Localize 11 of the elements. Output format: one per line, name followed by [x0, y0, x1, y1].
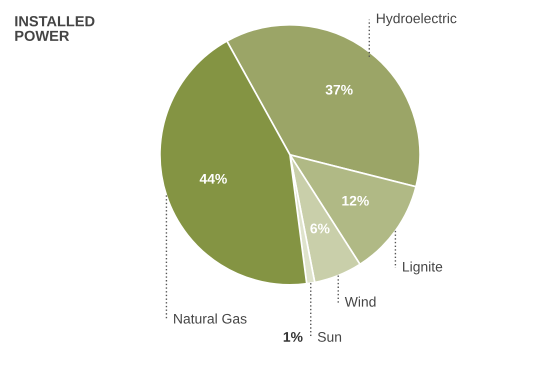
data-label: 1%	[284, 332, 303, 342]
slice-label: Sun	[318, 332, 342, 342]
slice-label: Wind	[344, 296, 376, 307]
data-label: 12%	[342, 196, 369, 206]
data-label: 37%	[326, 84, 353, 95]
slice-label: Natural Gas	[174, 313, 247, 324]
data-label: 44%	[200, 174, 227, 184]
slice-label: Lignite	[403, 261, 442, 274]
data-label: 6%	[310, 224, 330, 234]
slice-label: Hydroelectric	[376, 13, 456, 26]
text: INSTALLED POWER	[15, 16, 94, 42]
